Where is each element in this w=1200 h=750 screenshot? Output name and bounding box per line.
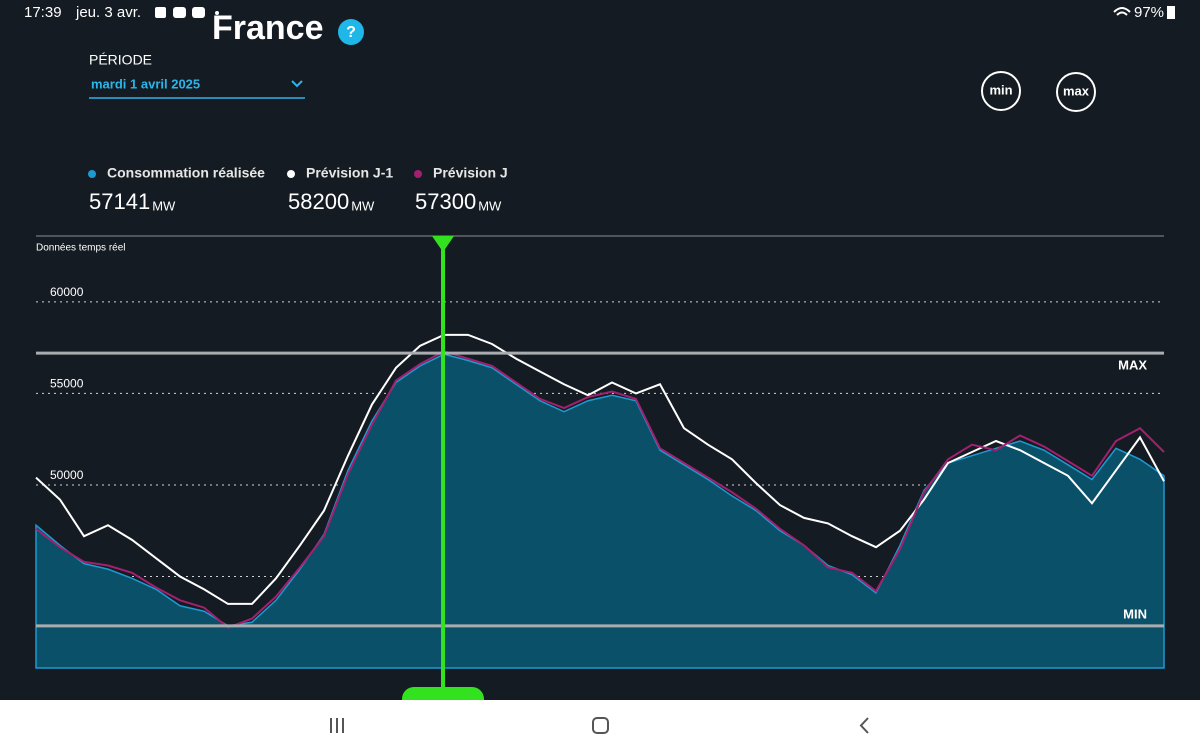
legend-name: Prévision J <box>433 165 508 181</box>
min-button-label[interactable]: min <box>989 82 1012 97</box>
chart-subtitle: Données temps réel <box>36 243 126 254</box>
legend-unit: MW <box>478 198 502 213</box>
nav-back[interactable] <box>859 717 869 734</box>
plot: 4000045000500005500060000MAXMIN <box>35 236 1165 713</box>
reference-label: MAX <box>1118 358 1147 373</box>
period-chevron[interactable] <box>291 80 303 88</box>
legend-name: Prévision J-1 <box>306 165 393 181</box>
notification-icons <box>155 7 219 18</box>
legend-value: 57141 <box>89 189 150 214</box>
y-tick-label: 55000 <box>50 377 84 391</box>
legend-name: Consommation réalisée <box>107 165 265 181</box>
series-line <box>35 350 1165 629</box>
nav-icons <box>330 717 869 734</box>
status-time: 17:39 <box>24 4 62 21</box>
legend-value: 57300 <box>415 189 476 214</box>
battery-icon <box>1167 6 1175 19</box>
series-line <box>35 333 1165 605</box>
min-button[interactable] <box>981 71 1021 111</box>
legend-dot <box>88 170 96 178</box>
y-tick-label: 50000 <box>50 468 84 482</box>
period-select[interactable]: mardi 1 avril 2025 <box>91 76 200 91</box>
help-icon[interactable]: ? <box>346 24 356 41</box>
nav-home[interactable] <box>592 717 609 734</box>
page-title: France <box>212 9 324 47</box>
y-tick-label: 60000 <box>50 285 84 299</box>
legend-unit: MW <box>351 198 375 213</box>
battery-level: 97% <box>1134 4 1164 21</box>
legend-dot <box>414 170 422 178</box>
status-date: jeu. 3 avr. <box>75 4 141 21</box>
nav-recent[interactable] <box>330 718 344 733</box>
period-label: PÉRIODE <box>89 52 152 68</box>
legend-unit: MW <box>152 198 176 213</box>
help-button[interactable] <box>338 19 364 45</box>
reference-label: MIN <box>1123 606 1147 621</box>
navigation-bar <box>0 700 1200 750</box>
cursor-handle <box>432 236 454 252</box>
legend-value: 58200 <box>288 189 349 214</box>
max-button-label[interactable]: max <box>1063 83 1090 98</box>
max-button[interactable] <box>1056 72 1096 112</box>
legend-dot <box>287 170 295 178</box>
wifi-icon <box>1113 7 1131 16</box>
